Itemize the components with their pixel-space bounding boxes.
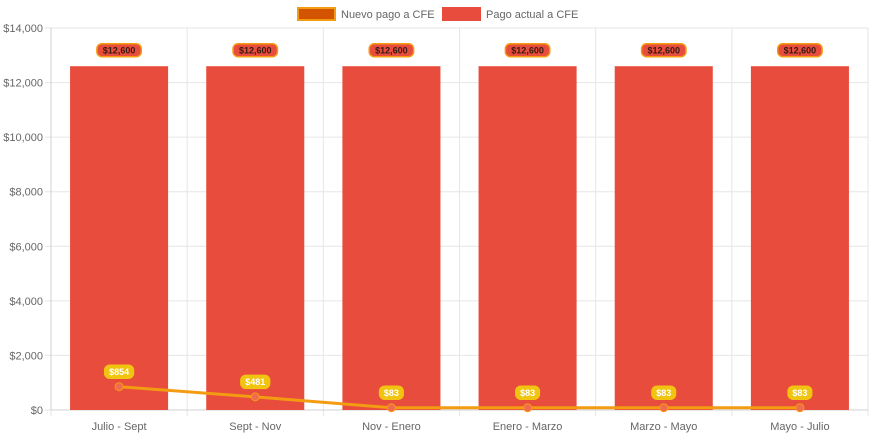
line-point[interactable] — [386, 403, 396, 413]
data-label-box — [378, 385, 404, 400]
data-label-box — [240, 374, 271, 390]
line-path — [117, 385, 802, 410]
data-label: $83 — [651, 385, 677, 400]
data-label-text: $12,600 — [647, 45, 680, 55]
y-tick-label: $14,000 — [3, 23, 43, 35]
bar[interactable] — [70, 66, 169, 410]
data-label: $12,600 — [368, 42, 415, 58]
data-label-box — [776, 42, 823, 58]
line-series — [114, 382, 805, 413]
y-tick-label: $6,000 — [9, 241, 43, 253]
x-tick-label: Julio - Sept — [92, 421, 147, 433]
data-label-text: $481 — [245, 377, 265, 387]
data-labels: $12,600 $12,600 $12,600 $12,600 $12,600 $12,6… — [96, 42, 823, 400]
legend-swatch — [297, 7, 336, 21]
data-label-text: $12,600 — [103, 45, 136, 55]
legend: Nuevo pago a CFE Pago actual a CFE — [297, 7, 578, 21]
y-tick-label: $4,000 — [9, 296, 43, 308]
data-label-text: $854 — [109, 367, 129, 377]
data-label-box — [103, 364, 135, 379]
legend-label: Pago actual a CFE — [486, 9, 578, 21]
y-tick-label: $0 — [31, 405, 43, 417]
legend-item[interactable]: Nuevo pago a CFE — [297, 7, 435, 21]
data-label-text: $12,600 — [375, 45, 408, 55]
data-label-box — [515, 385, 541, 400]
x-tick-label: Marzo - Mayo — [630, 421, 697, 433]
x-tick-label: Mayo - Julio — [770, 421, 829, 433]
data-label-text: $83 — [520, 388, 535, 398]
data-label: $12,600 — [232, 42, 279, 58]
legend-swatch — [442, 7, 481, 21]
line-point[interactable] — [250, 392, 260, 402]
line-point[interactable] — [795, 403, 805, 413]
data-label-text: $12,600 — [784, 45, 817, 55]
x-tick-label: Sept - Nov — [229, 421, 281, 433]
y-tick-label: $2,000 — [9, 350, 43, 362]
line-point[interactable] — [114, 382, 124, 392]
data-label-box — [96, 42, 143, 58]
data-label: $12,600 — [96, 42, 143, 58]
y-tick-label: $10,000 — [3, 132, 43, 144]
data-label: $83 — [378, 385, 404, 400]
data-label-box — [640, 42, 687, 58]
grid — [45, 27, 869, 416]
y-tick-label: $12,000 — [3, 78, 43, 90]
data-label: $12,600 — [504, 42, 551, 58]
data-label: $83 — [787, 385, 813, 400]
data-label-text: $12,600 — [239, 45, 272, 55]
x-tick-label: Nov - Enero — [362, 421, 421, 433]
bar[interactable] — [342, 66, 441, 410]
bar[interactable] — [614, 66, 713, 410]
line-point[interactable] — [523, 403, 533, 413]
x-axis: Julio - Sept Sept - Nov Nov - Enero Enero -… — [51, 409, 868, 433]
data-label-box — [504, 42, 551, 58]
data-label: $481 — [240, 374, 271, 390]
y-axis: $0 $2,000 $4,000 $6,000 $8,000 $10,000 $12,000… — [3, 23, 52, 417]
data-label: $83 — [515, 385, 541, 400]
data-label-text: $12,600 — [511, 45, 544, 55]
data-label-text: $83 — [384, 388, 399, 398]
y-tick-label: $8,000 — [9, 187, 43, 199]
line-point[interactable] — [659, 403, 669, 413]
bar[interactable] — [478, 66, 577, 410]
data-label: $12,600 — [640, 42, 687, 58]
legend-label: Nuevo pago a CFE — [341, 9, 435, 21]
data-label-box — [232, 42, 279, 58]
data-label: $12,600 — [776, 42, 823, 58]
data-label-text: $83 — [792, 388, 807, 398]
bar[interactable] — [750, 66, 849, 410]
data-label-box — [368, 42, 415, 58]
data-label-box — [787, 385, 813, 400]
data-label-box — [651, 385, 677, 400]
data-label-text: $83 — [656, 388, 671, 398]
legend-item[interactable]: Pago actual a CFE — [442, 7, 578, 21]
data-label: $854 — [103, 364, 135, 379]
x-tick-label: Enero - Marzo — [493, 421, 563, 433]
bar[interactable] — [206, 66, 305, 410]
bar-series — [70, 66, 849, 410]
